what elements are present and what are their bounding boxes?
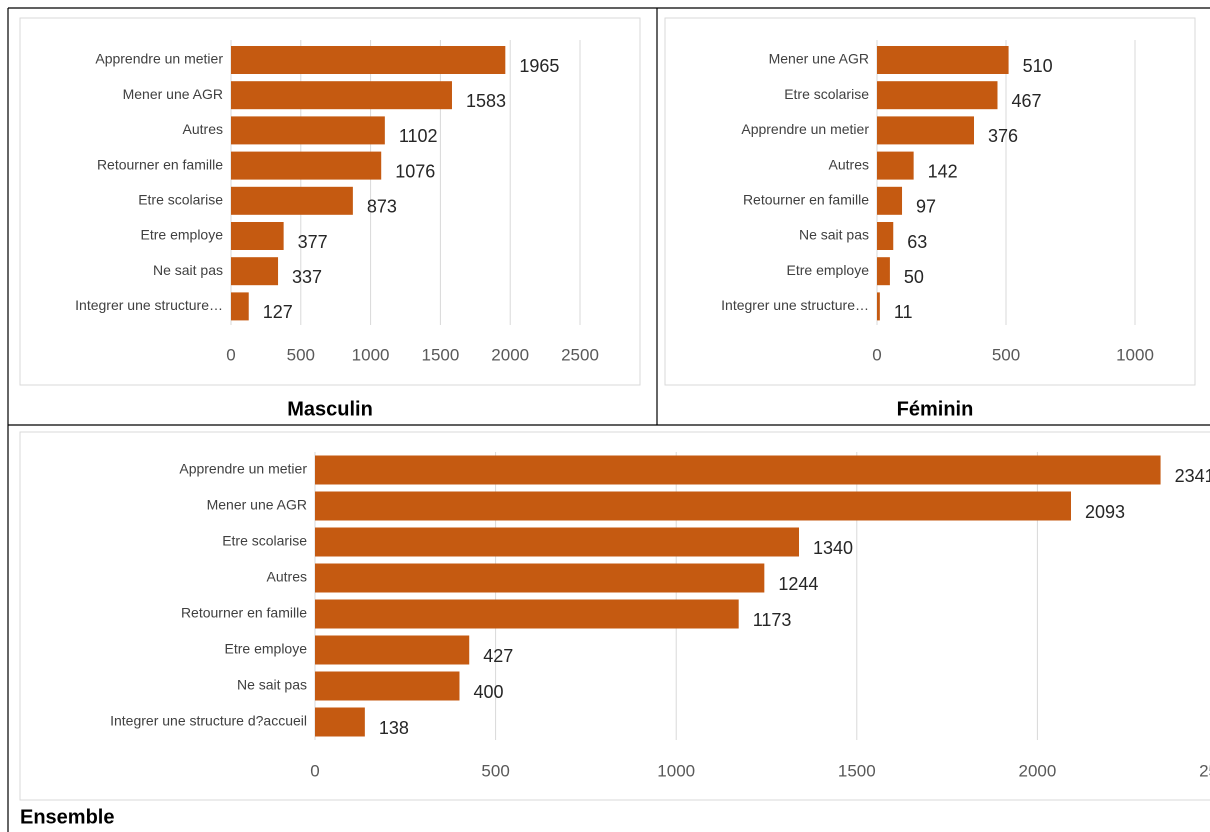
value-label: 510	[1023, 56, 1053, 76]
value-label: 2341	[1175, 466, 1210, 486]
category-label: Ne sait pas	[237, 677, 307, 693]
value-label: 142	[928, 161, 958, 181]
category-label: Autres	[267, 569, 307, 585]
category-label: Apprendre un metier	[741, 121, 869, 137]
bar	[231, 222, 284, 250]
value-label: 1583	[466, 91, 506, 111]
bar	[231, 257, 279, 286]
x-tick-label: 0	[310, 761, 319, 780]
value-label: 376	[988, 126, 1018, 146]
value-label: 1340	[813, 538, 853, 558]
bar	[877, 257, 890, 286]
bar	[231, 151, 382, 180]
chart-frame	[19, 431, 1210, 801]
bar	[877, 46, 1009, 74]
category-label: Ne sait pas	[799, 227, 869, 243]
bar	[315, 527, 800, 557]
category-label: Etre employe	[787, 262, 870, 278]
category-label: Apprendre un metier	[95, 51, 223, 67]
x-tick-label: 1500	[838, 761, 876, 780]
x-tick-label: 2000	[1018, 761, 1056, 780]
value-label: 138	[379, 718, 409, 738]
bar	[231, 186, 353, 215]
value-label: 1102	[399, 126, 438, 146]
category-label: Mener une AGR	[769, 51, 869, 67]
value-label: 127	[263, 302, 293, 322]
bar	[231, 81, 452, 110]
value-label: 1244	[778, 574, 818, 594]
value-label: 337	[292, 267, 322, 287]
value-label: 11	[894, 302, 913, 322]
value-label: 427	[483, 646, 513, 666]
category-label: Etre scolarise	[784, 86, 869, 102]
value-label: 873	[367, 197, 397, 217]
x-tick-label: 1000	[352, 345, 390, 364]
bar	[877, 81, 998, 110]
bar	[315, 707, 365, 737]
category-label: Integrer une structure…	[75, 297, 223, 313]
x-tick-label: 500	[287, 345, 315, 364]
bar	[231, 292, 249, 321]
bar	[877, 222, 894, 250]
value-label: 400	[473, 682, 503, 702]
bar	[315, 563, 765, 593]
chart-title: Ensemble	[20, 806, 114, 828]
bar	[315, 455, 1161, 485]
x-tick-label: 0	[226, 345, 235, 364]
value-label: 1965	[519, 56, 559, 76]
category-label: Etre scolarise	[222, 533, 307, 549]
x-tick-label: 2500	[1199, 761, 1210, 780]
chart-frame	[664, 17, 1196, 386]
value-label: 1076	[395, 161, 435, 181]
bar	[315, 599, 739, 629]
category-label: Etre scolarise	[138, 192, 223, 208]
category-label: Retourner en famille	[97, 156, 223, 172]
category-label: Etre employe	[141, 227, 224, 243]
bar	[231, 46, 506, 74]
bar	[315, 671, 460, 701]
value-label: 377	[298, 232, 328, 252]
bar	[877, 292, 880, 321]
x-tick-label: 1500	[421, 345, 459, 364]
table-borders	[7, 7, 1210, 832]
x-tick-label: 1000	[657, 761, 695, 780]
chart-title: Féminin	[897, 398, 974, 420]
bar	[877, 151, 914, 180]
category-label: Autres	[829, 156, 869, 172]
x-tick-label: 500	[481, 761, 509, 780]
category-label: Retourner en famille	[181, 605, 307, 621]
bar	[231, 116, 385, 145]
category-label: Mener une AGR	[123, 86, 223, 102]
x-tick-label: 2500	[561, 345, 599, 364]
x-tick-label: 0	[872, 345, 881, 364]
chart-title: Masculin	[287, 398, 373, 420]
x-tick-label: 500	[992, 345, 1020, 364]
value-label: 1173	[753, 610, 792, 630]
value-label: 2093	[1085, 502, 1125, 522]
bar	[877, 186, 903, 215]
value-label: 50	[904, 267, 924, 287]
bar	[877, 116, 975, 145]
chart-frame	[19, 17, 641, 386]
value-label: 467	[1011, 91, 1041, 111]
category-label: Autres	[183, 121, 223, 137]
category-label: Ne sait pas	[153, 262, 223, 278]
x-tick-label: 2000	[491, 345, 529, 364]
bar	[315, 491, 1071, 521]
bar	[315, 635, 470, 665]
category-label: Apprendre un metier	[179, 461, 307, 477]
category-label: Etre employe	[225, 641, 308, 657]
category-label: Integrer une structure…	[721, 297, 869, 313]
value-label: 97	[916, 197, 936, 217]
category-label: Integrer une structure d?accueil	[110, 713, 307, 729]
category-label: Mener une AGR	[207, 497, 307, 513]
value-label: 63	[907, 232, 927, 252]
x-tick-label: 1000	[1116, 345, 1154, 364]
category-label: Retourner en famille	[743, 192, 869, 208]
